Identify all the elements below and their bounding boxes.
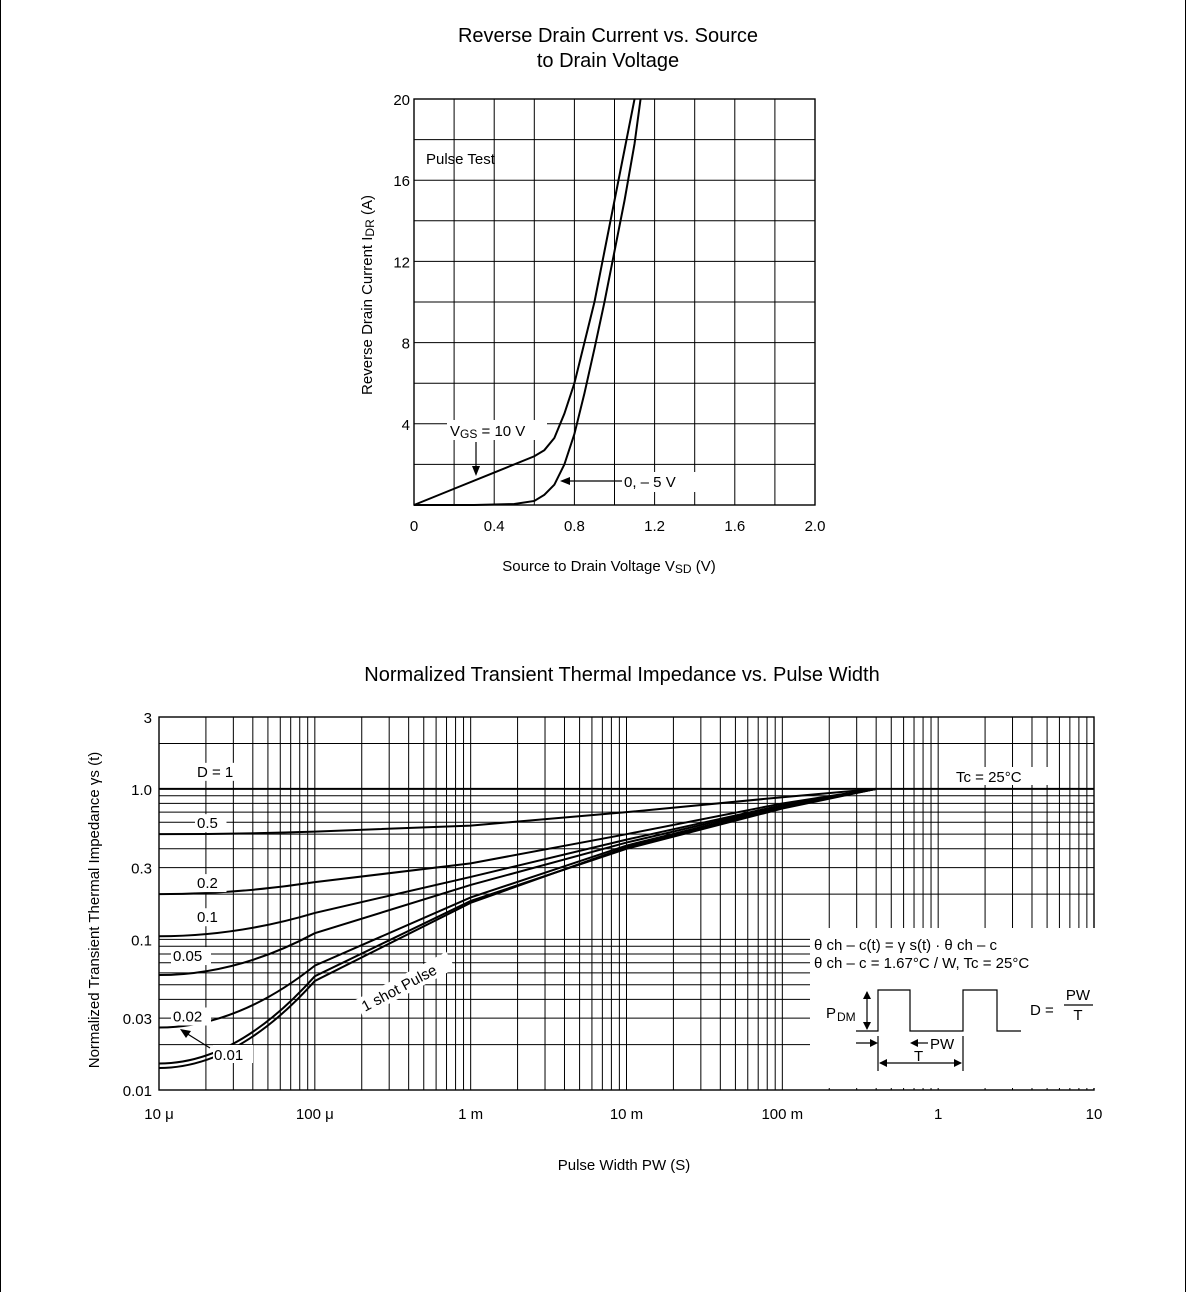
- series2-arrow-head: [560, 477, 570, 485]
- chart2-x-tick-label: 10: [1086, 1106, 1103, 1123]
- chart2-x-ticks: 10 μ 100 μ 1 m 10 m 100 m 1 10: [144, 1106, 1102, 1123]
- reverse-drain-chart: Reverse Drain Current vs. Source to Drai…: [359, 25, 825, 576]
- chart1-y-tick-label: 8: [402, 336, 410, 353]
- chart2-series-label-bg: [171, 947, 211, 966]
- chart2-x-tick-label: 100 μ: [296, 1106, 334, 1123]
- chart2-series-label: 0.5: [197, 815, 218, 832]
- chart2-series-line: [158, 787, 877, 896]
- formula-inset-bg: [810, 928, 1096, 1088]
- vgs-label-bg: [447, 420, 547, 440]
- formula-line2: θ ch – c = 1.67°C / W, Tc = 25°C: [814, 955, 1029, 972]
- thermal-impedance-chart: Normalized Transient Thermal Impedance v…: [86, 664, 1102, 1174]
- chart2-y-tick-label: 0.3: [131, 861, 152, 878]
- chart1-x-axis-title: Source to Drain Voltage VSD (V): [502, 558, 715, 576]
- duty-numerator: PW: [1066, 987, 1091, 1004]
- chart1-series-line: [414, 98, 642, 506]
- chart2-label-leader: [185, 1032, 211, 1049]
- chart2-y-ticks: 0.01 0.03 0.1 0.3 1.0 3: [123, 710, 152, 1100]
- tc-label-bg: [952, 767, 1048, 785]
- chart2-series-label: 0.05: [173, 948, 202, 965]
- chart1-y-tick-label: 4: [402, 417, 410, 434]
- chart2-series: [158, 787, 1094, 1069]
- chart2-series-label: D = 1: [197, 764, 233, 781]
- chart2-y-tick-label: 0.01: [123, 1083, 152, 1100]
- chart2-series-label-bg: [171, 1007, 211, 1026]
- chart2-series-line: [158, 787, 877, 836]
- vgs-label: VGS = 10 V: [450, 423, 525, 441]
- chart2-y-tick-label: 0.1: [131, 932, 152, 949]
- chart2-x-axis-title: Pulse Width PW (S): [558, 1157, 691, 1174]
- chart2-series-label: 0.01: [214, 1047, 243, 1064]
- chart1-y-tick-label: 16: [393, 173, 410, 190]
- chart1-title-line1: Reverse Drain Current vs. Source: [458, 25, 758, 47]
- chart2-x-tick-label: 100 m: [761, 1106, 803, 1123]
- formula-line1: θ ch – c(t) = γ s(t) · θ ch – c: [814, 937, 997, 954]
- chart2-label-leader-head: [180, 1029, 191, 1038]
- chart2-y-tick-label: 1.0: [131, 782, 152, 799]
- chart1-plot-frame: [413, 98, 816, 506]
- t-arrow-head-left: [879, 1059, 887, 1067]
- chart1-y-tick-label: 12: [393, 254, 410, 271]
- chart2-series-label: 0.02: [173, 1009, 202, 1026]
- chart2-y-tick-label: 3: [144, 710, 152, 727]
- chart2-plot-frame: [158, 716, 1095, 1091]
- pdm-label: PDM: [826, 1005, 856, 1024]
- chart2-title: Normalized Transient Thermal Impedance v…: [364, 664, 879, 686]
- chart1-y-axis-title: Reverse Drain Current IDR (A): [359, 195, 377, 395]
- duty-denominator: T: [1073, 1007, 1082, 1024]
- chart1-x-ticks: 0 0.4 0.8 1.2 1.6 2.0: [410, 518, 826, 535]
- chart2-series-line: [158, 787, 877, 1065]
- chart2-series-label-bg: [195, 874, 227, 893]
- chart1-x-tick-label: 0: [410, 518, 418, 535]
- chart2-series-label-bg: [354, 951, 456, 1018]
- pulse-test-label: Pulse Test: [426, 151, 496, 168]
- series2-label: 0, – 5 V: [624, 474, 676, 491]
- chart2-series-label: 1 shot Pulse: [359, 962, 440, 1016]
- chart1-y-ticks: 4 8 12 16 20: [393, 92, 410, 434]
- vgs-arrow-head: [472, 466, 480, 476]
- pw-arrow-right-head: [910, 1039, 918, 1047]
- chart1-series: [413, 98, 642, 506]
- pw-label: PW: [930, 1036, 955, 1053]
- chart1-x-tick-label: 0.8: [564, 518, 585, 535]
- chart1-title-line2: to Drain Voltage: [537, 50, 679, 72]
- chart2-series-label-bg: [195, 814, 227, 833]
- chart2-x-tick-label: 1: [934, 1106, 942, 1123]
- chart1-x-tick-label: 0.4: [484, 518, 505, 535]
- chart2-series-label-bg: [195, 908, 227, 927]
- pw-arrow-left-head: [870, 1039, 878, 1047]
- chart1-x-tick-label: 1.6: [724, 518, 745, 535]
- pdm-arrow-head-top: [863, 991, 871, 999]
- chart2-x-tick-label: 10 m: [610, 1106, 643, 1123]
- series2-label-bg: [622, 472, 698, 492]
- tc-label: Tc = 25°C: [956, 769, 1022, 786]
- duty-eq-label: D =: [1030, 1002, 1054, 1019]
- pdm-arrow-head-bottom: [863, 1022, 871, 1030]
- chart1-y-tick-label: 20: [393, 92, 410, 109]
- chart2-y-axis-title: Normalized Transient Thermal Impedance γ…: [86, 752, 103, 1069]
- chart2-series-label: 0.2: [197, 875, 218, 892]
- chart2-y-tick-label: 0.03: [123, 1011, 152, 1028]
- chart1-x-tick-label: 2.0: [805, 518, 826, 535]
- t-label: T: [914, 1048, 923, 1065]
- t-arrow-head-right: [954, 1059, 962, 1067]
- pulse-waveform: [856, 989, 1021, 1032]
- chart2-x-tick-label: 10 μ: [144, 1106, 174, 1123]
- chart2-series-label: 0.1: [197, 909, 218, 926]
- chart1-series-line: [413, 98, 636, 506]
- chart2-series-label-bg: [213, 1045, 253, 1063]
- chart1-x-tick-label: 1.2: [644, 518, 665, 535]
- chart2-x-tick-label: 1 m: [458, 1106, 483, 1123]
- chart2-series-label-bg: [195, 762, 244, 781]
